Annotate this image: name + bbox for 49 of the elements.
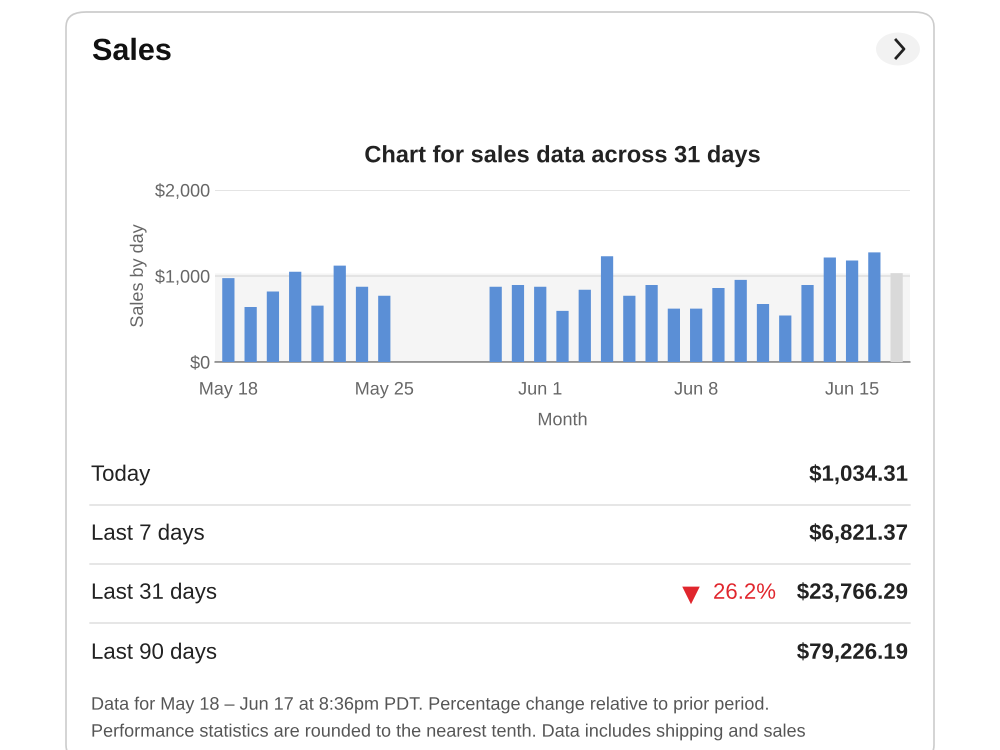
bar [222,278,234,362]
bar [556,310,569,362]
text: Last 90 days [92,642,216,664]
x-tick-label: Jun 15 [825,382,878,395]
bar [846,260,858,362]
y-tick-label: $2,000 [155,183,210,199]
text: $1,034.31 [809,464,908,484]
bar [801,285,814,362]
x-tick-label: Jun 1 [518,382,562,395]
y-tick-label: $0 [190,355,210,370]
bar [645,285,658,362]
x-tick-label: May 18 [200,382,258,398]
text: $23,766.29 [797,582,908,602]
text: $79,226.19 [797,642,908,662]
bar [712,288,725,362]
x-axis-title: Month [538,412,586,426]
chart-title: Chart for sales data across 31 days [365,145,760,168]
text: Today [92,464,150,486]
x-tick-label: Jun 8 [674,382,718,395]
bar [356,286,368,362]
y-axis-title: Sales by day [130,224,147,327]
bar [311,306,324,362]
bar [824,258,836,362]
text: $6,821.37 [809,523,908,544]
text: Last 31 days [92,582,216,604]
bar [289,272,302,362]
bar [756,304,770,362]
text: Last 7 days [92,524,204,544]
text: Data for May 18 – Jun 17 at 8:36pm PDT. Percentage change relative to prior period. [92,696,768,714]
bar [512,285,524,362]
bar [378,296,390,362]
bar [334,266,346,362]
bar [266,291,280,362]
bar [868,252,880,362]
bar [600,256,614,362]
text: Performance statistics are rounded to the nearest tenth. Data includes shipping and sales [92,724,805,740]
bar [490,286,502,362]
x-tick-label: May 25 [356,382,414,398]
text: Sales [92,38,171,60]
bar [734,280,747,362]
y-tick-label: $1,000 [155,269,210,285]
bar [779,316,792,362]
bar [623,296,636,362]
bar [244,306,257,362]
bar [578,290,591,362]
bar [690,308,702,362]
bar [534,286,546,362]
bar [668,308,680,362]
text: 26.2% [714,583,776,599]
